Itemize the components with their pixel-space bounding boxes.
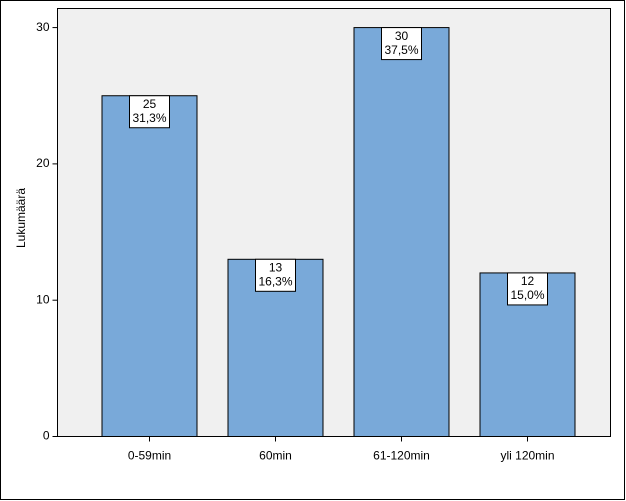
data-label: 12 xyxy=(521,274,535,288)
percent-label: 37,5% xyxy=(384,43,418,57)
data-label-box xyxy=(381,27,422,61)
data-label-box xyxy=(255,258,296,292)
y-axis-label: Lukumäärä xyxy=(14,188,28,248)
y-tick-label: 30 xyxy=(36,20,50,34)
y-tick-label: 10 xyxy=(36,292,50,306)
y-tick-label: 0 xyxy=(43,429,50,443)
x-tick-label: 60min xyxy=(259,449,292,463)
x-tick-label: 0-59min xyxy=(128,449,171,463)
percent-label: 31,3% xyxy=(132,111,166,125)
percent-label: 16,3% xyxy=(258,274,292,288)
percent-label: 15,0% xyxy=(510,288,544,302)
bar xyxy=(353,27,450,438)
data-label: 25 xyxy=(143,97,157,111)
x-tick-label: yli 120min xyxy=(500,449,554,463)
data-label-box xyxy=(507,272,548,306)
data-label: 30 xyxy=(395,29,409,43)
bar xyxy=(101,95,198,438)
y-tick-label: 20 xyxy=(36,156,50,170)
data-label-box xyxy=(129,95,170,129)
data-label: 13 xyxy=(269,260,283,274)
x-tick-label: 61-120min xyxy=(373,449,430,463)
